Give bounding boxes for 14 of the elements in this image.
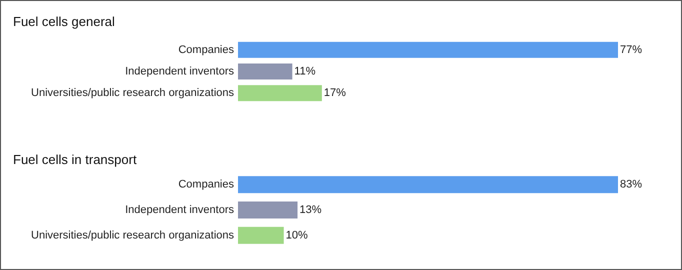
y-tick-label: Universities/public research organizations xyxy=(31,229,234,242)
y-tick-label: Companies xyxy=(178,178,234,191)
y-tick-label: Universities/public research organizations xyxy=(31,87,234,100)
data-label: 77% xyxy=(620,44,642,56)
data-label: 83% xyxy=(620,178,642,191)
y-tick-label: Companies xyxy=(178,44,234,56)
data-label: 10% xyxy=(286,229,308,242)
y-tick-label: Independent inventors xyxy=(125,204,234,216)
data-label: 13% xyxy=(300,204,322,216)
text: Fuel cells in transport xyxy=(13,152,137,167)
text: Fuel cells general xyxy=(13,14,115,29)
data-label: 11% xyxy=(294,66,316,78)
y-tick-label: Independent inventors xyxy=(125,66,234,78)
data-label: 17% xyxy=(324,87,346,100)
